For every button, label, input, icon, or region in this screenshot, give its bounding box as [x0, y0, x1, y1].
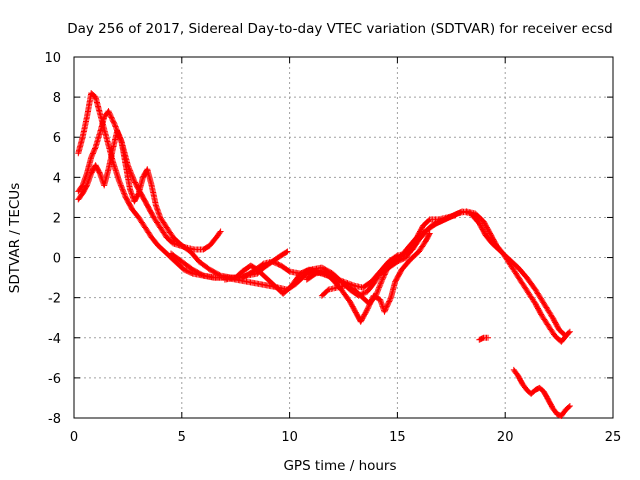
y-tick-label: -8	[48, 412, 61, 427]
series-track-7	[221, 262, 340, 297]
series-track-6	[318, 212, 459, 307]
x-tick-label: 5	[178, 430, 186, 445]
y-tick-label: -6	[48, 372, 61, 387]
x-tick-label: 25	[605, 430, 622, 445]
x-axis-label: GPS time / hours	[283, 458, 396, 474]
x-tick-label: 0	[70, 430, 78, 445]
y-tick-label: 8	[53, 91, 61, 106]
y-tick-label: 10	[44, 51, 61, 66]
x-tick-label: 10	[281, 430, 298, 445]
x-tick-label: 20	[497, 430, 514, 445]
x-tick-labels: 0 5 10 15 20 25	[70, 430, 621, 445]
data-point-markers	[318, 212, 459, 307]
x-tick-label: 15	[389, 430, 406, 445]
data-points	[75, 90, 573, 419]
y-tick-label: 0	[53, 252, 61, 267]
series-track-9	[510, 366, 573, 419]
data-point-markers	[476, 334, 491, 343]
series-track-8	[476, 334, 491, 343]
data-point-markers	[221, 262, 340, 297]
chart-title: Day 256 of 2017, Sidereal Day-to-day VTE…	[67, 21, 613, 37]
y-tick-label: 2	[53, 211, 61, 226]
y-tick-label: -2	[48, 292, 61, 307]
data-point-markers	[510, 366, 573, 419]
axes	[73, 56, 614, 419]
grid-lines	[74, 57, 613, 418]
y-tick-label: 6	[53, 131, 61, 146]
y-axis-label: SDTVAR / TECUs	[7, 183, 23, 293]
plot-frame	[73, 56, 614, 419]
y-tick-label: 4	[53, 171, 61, 186]
y-tick-label: -4	[48, 332, 61, 347]
y-tick-labels: -8 -6 -4 -2 0 2 4 6 8 10	[44, 51, 61, 427]
